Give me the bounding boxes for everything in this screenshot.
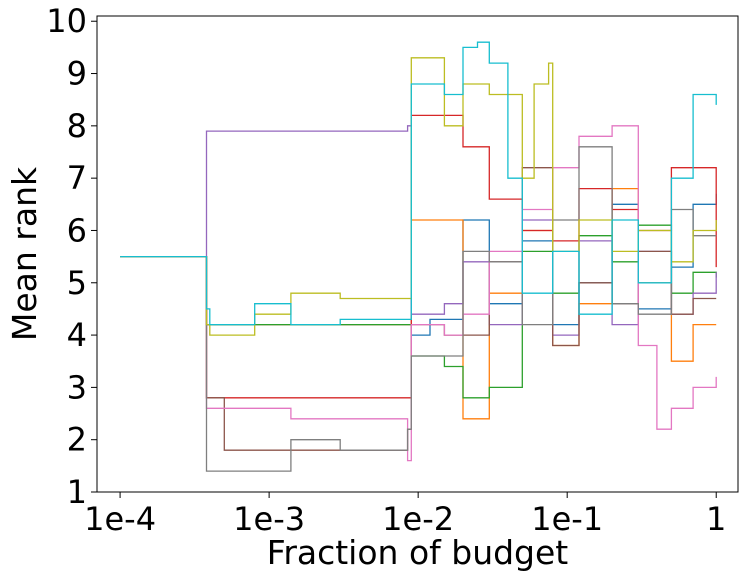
- x-tick-label: 1: [706, 500, 726, 538]
- plot-area-frame: [96, 15, 739, 493]
- x-axis-label: Fraction of budget: [267, 533, 569, 572]
- x-tick-label: 1e-3: [233, 500, 305, 538]
- series-layer: [120, 41, 717, 472]
- y-tick-label: 1: [67, 473, 87, 511]
- series-line-9: [120, 57, 717, 336]
- x-axis-ticks: 1e-4 1e-3 1e-2 1e-1 1: [84, 492, 726, 538]
- y-tick-label: 7: [67, 159, 87, 197]
- x-tick-label: 1e-4: [84, 500, 156, 538]
- series-line-7: [120, 125, 717, 462]
- y-tick-label: 10: [46, 2, 87, 40]
- x-tick-label: 1e-1: [531, 500, 603, 538]
- series-line-8: [120, 146, 717, 472]
- y-tick-label: 3: [67, 368, 87, 406]
- y-tick-label: 4: [67, 316, 87, 354]
- y-axis-label: Mean rank: [5, 166, 44, 341]
- y-tick-label: 6: [67, 211, 87, 249]
- x-tick-label: 1e-2: [382, 500, 454, 538]
- y-axis-ticks: 1 2 3 4 5 6 7 8 9 10: [46, 2, 97, 511]
- y-tick-label: 9: [67, 55, 87, 93]
- y-tick-label: 2: [67, 421, 87, 459]
- series-line-10: [120, 41, 717, 326]
- y-tick-label: 5: [67, 264, 87, 302]
- y-tick-label: 8: [67, 107, 87, 145]
